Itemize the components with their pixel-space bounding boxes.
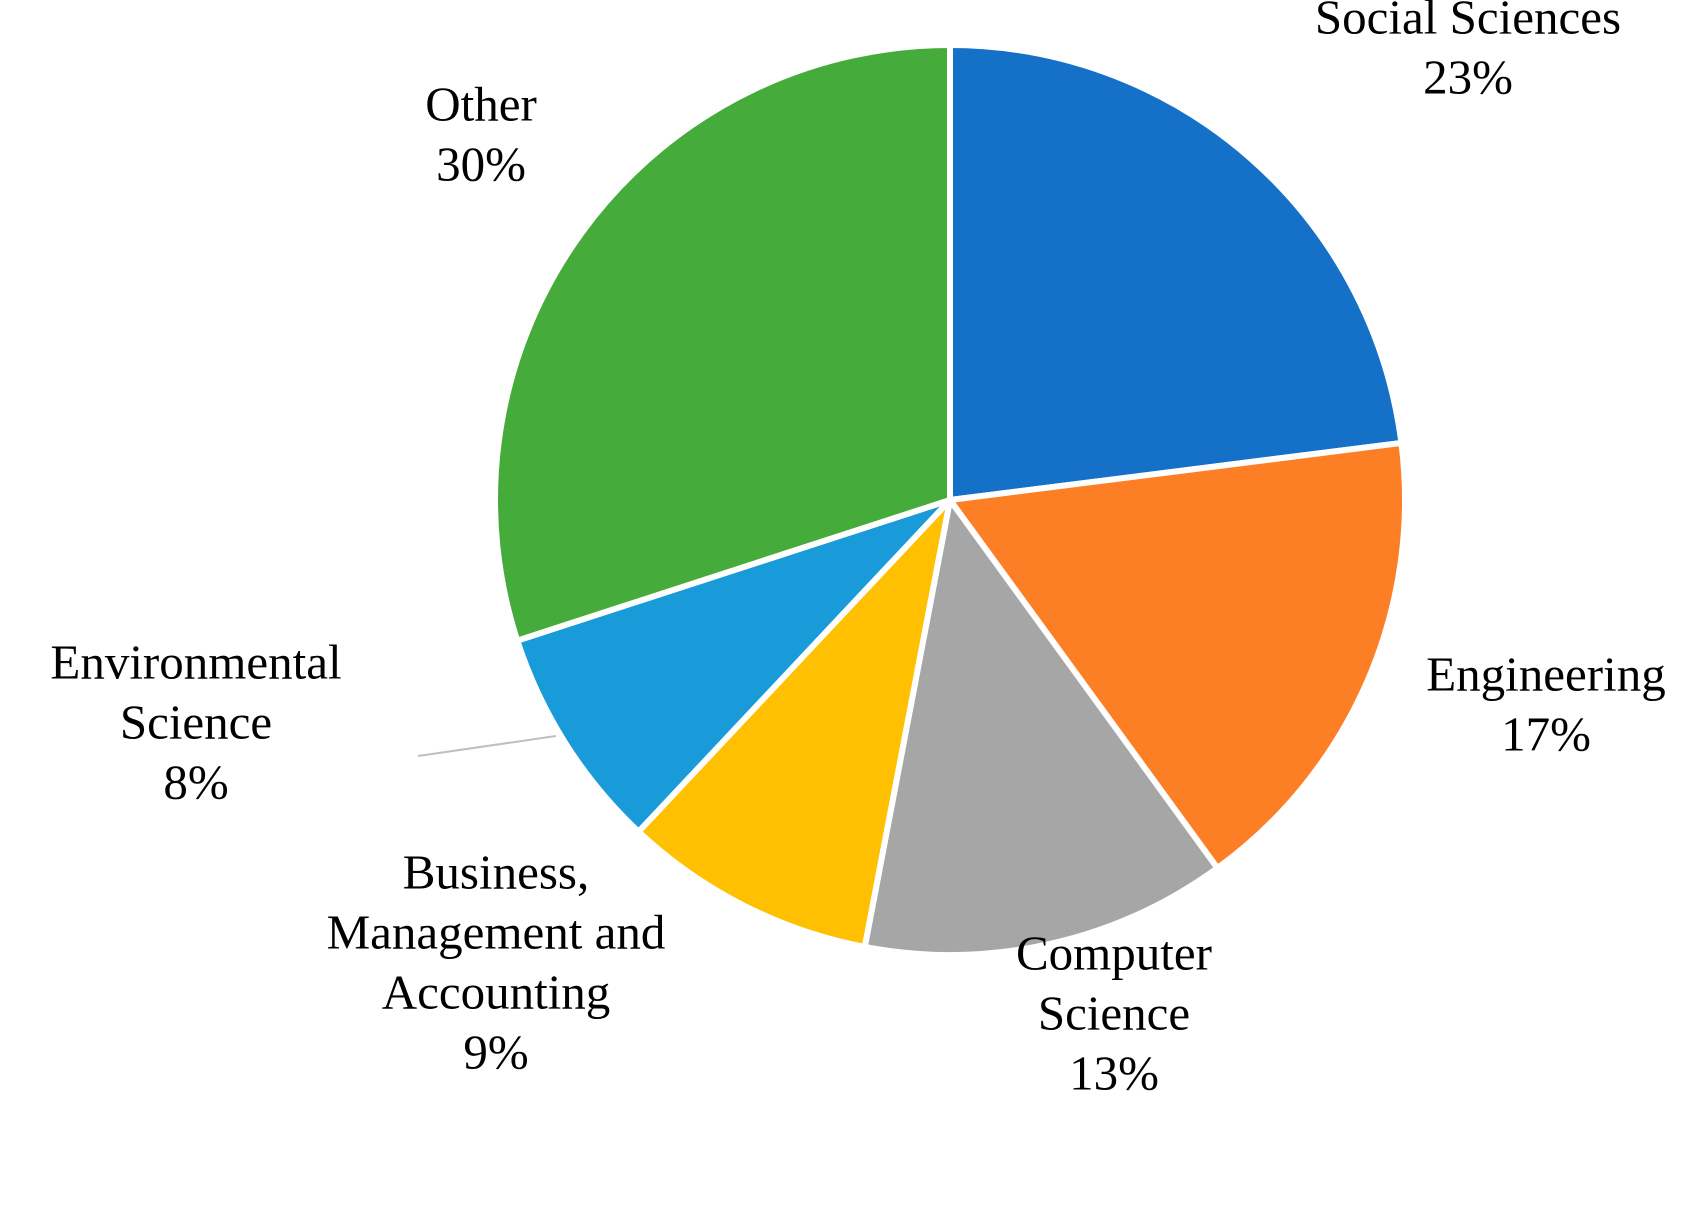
slice-category-label: Environmental: [50, 635, 341, 690]
pie-slice: [947, 439, 1408, 872]
slice-percent-label: 9%: [463, 1025, 528, 1080]
slice-percent-label: 8%: [163, 755, 228, 810]
slice-percent-label: 23%: [1423, 50, 1513, 105]
slice-category-label: Other: [425, 77, 537, 132]
slice-category-label: Engineering: [1426, 647, 1665, 702]
slice-percent-label: 30%: [436, 137, 526, 192]
slice-category-label: Management and: [327, 905, 666, 960]
slice-percent-label: 17%: [1501, 707, 1591, 762]
slice-category-label: Science: [120, 695, 272, 750]
slice-category-label: Accounting: [382, 965, 611, 1020]
pie-slice: [635, 497, 953, 950]
pie-slice: [947, 42, 1405, 503]
slice-category-label: Science: [1038, 986, 1190, 1041]
slice-category-label: Social Sciences: [1315, 0, 1621, 45]
slice-label: Social Sciences 23%: [1315, 0, 1621, 105]
leader-line: [417, 735, 557, 757]
slice-percent-label: 13%: [1069, 1046, 1159, 1101]
pie-slice: [514, 497, 953, 835]
pie-slice: [861, 497, 1221, 958]
slice-category-label: Business,: [403, 845, 590, 900]
pie-slice: [492, 42, 953, 644]
slice-category-label: Computer: [1016, 926, 1212, 981]
